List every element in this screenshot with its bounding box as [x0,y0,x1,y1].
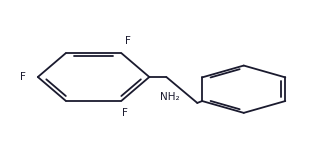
Text: NH₂: NH₂ [160,92,179,102]
Text: F: F [125,36,131,46]
Text: F: F [122,108,128,118]
Text: F: F [20,72,26,82]
